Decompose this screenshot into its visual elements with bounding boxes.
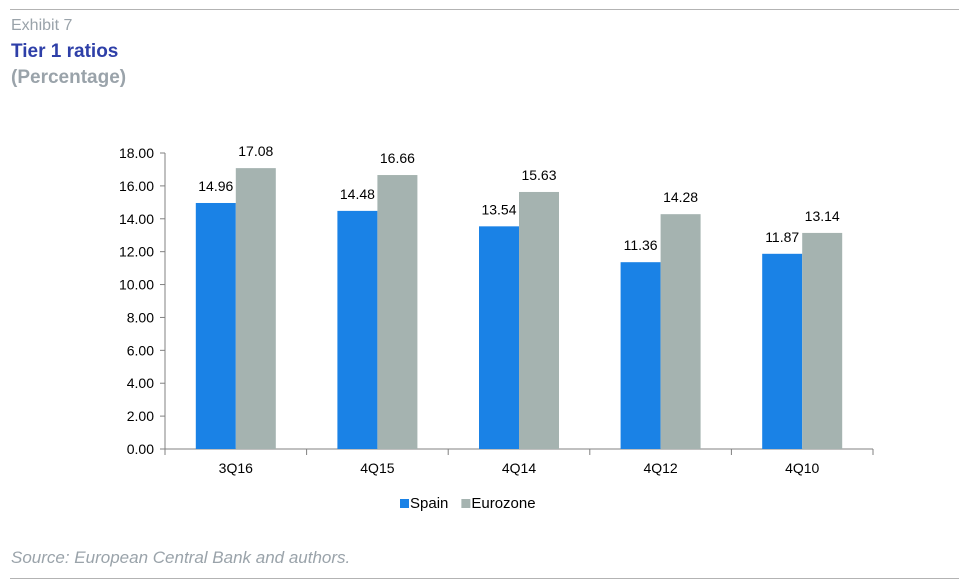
data-label: 13.54 xyxy=(481,201,516,217)
spain-bar xyxy=(195,202,236,449)
y-axis: 0.00 2.00 4.00 6.00 8.00 10.00 12.00 14.00 16.00… xyxy=(119,145,166,457)
spain-bar xyxy=(479,226,519,449)
data-label: 11.87 xyxy=(765,229,799,245)
eurozone-bar xyxy=(519,191,559,449)
spain-bar xyxy=(762,253,803,449)
x-tick-label: 4Q12 xyxy=(643,460,677,476)
legend: Spain Eurozone xyxy=(400,495,536,512)
legend-swatch-eurozone xyxy=(461,499,471,508)
x-tick-label: 4Q10 xyxy=(785,460,819,476)
eurozone-bar xyxy=(660,214,701,449)
data-label: 13.14 xyxy=(805,208,840,224)
y-tick-label: 16.00 xyxy=(119,178,154,194)
y-tick-label: 14.00 xyxy=(119,211,154,227)
y-tick-label: 4.00 xyxy=(127,375,154,391)
eurozone-bar xyxy=(802,232,843,449)
data-label: 16.66 xyxy=(380,150,415,166)
exhibit-label: Exhibit 7 xyxy=(11,17,73,34)
legend-swatch-spain xyxy=(400,499,409,508)
data-label: 14.28 xyxy=(663,189,698,205)
data-label: 14.96 xyxy=(198,178,233,194)
legend-label: Spain xyxy=(410,495,448,512)
data-label: 14.48 xyxy=(340,186,375,202)
data-label: 17.08 xyxy=(238,143,273,159)
y-tick-label: 10.00 xyxy=(119,277,154,293)
eurozone-bar xyxy=(235,168,276,449)
chart-subtitle: (Percentage) xyxy=(11,67,127,88)
spain-bar xyxy=(337,210,378,449)
x-axis: 3Q16 4Q15 4Q14 4Q12 4Q10 xyxy=(164,448,874,476)
source-note: Source: European Central Bank and author… xyxy=(11,548,351,567)
y-tick-label: 0.00 xyxy=(127,441,154,457)
bottom-rule xyxy=(10,578,959,579)
legend-label: Eurozone xyxy=(471,495,535,512)
chart-title: Tier 1 ratios xyxy=(11,41,119,62)
spain-bar xyxy=(620,262,661,449)
data-label: 15.63 xyxy=(521,167,556,183)
x-tick-label: 4Q15 xyxy=(360,460,394,476)
y-tick-label: 12.00 xyxy=(119,244,154,260)
y-tick-label: 8.00 xyxy=(127,309,154,325)
bars: 14.96 17.08 14.48 16.66 13.54 15.63 11.36 14.28… xyxy=(195,143,843,449)
y-tick-label: 6.00 xyxy=(127,342,154,358)
x-tick-label: 4Q14 xyxy=(502,460,536,476)
top-rule xyxy=(10,9,959,10)
y-tick-label: 2.00 xyxy=(127,408,154,424)
x-tick-label: 3Q16 xyxy=(219,460,253,476)
eurozone-bar xyxy=(377,175,418,449)
y-tick-label: 18.00 xyxy=(119,145,154,161)
data-label: 11.36 xyxy=(624,237,658,253)
